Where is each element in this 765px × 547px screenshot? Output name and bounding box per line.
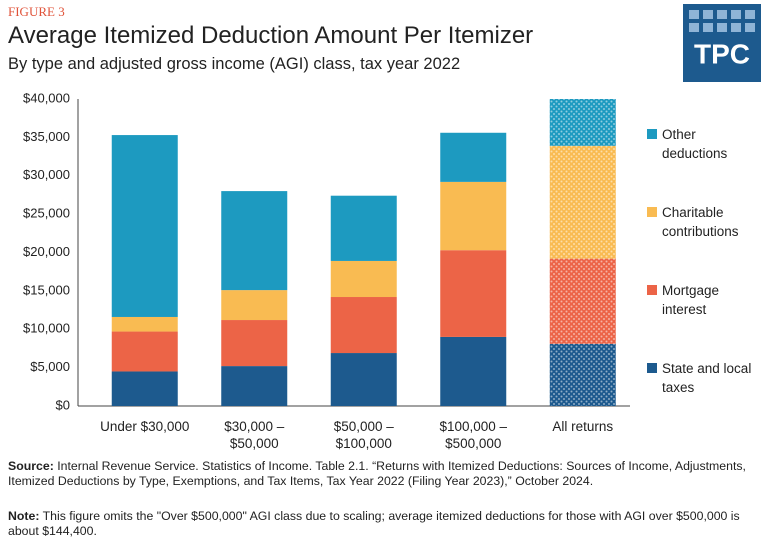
x-tick-label: Under $30,000	[100, 419, 190, 434]
x-tick-label: $100,000 – $500,000	[439, 419, 508, 451]
logo-square	[745, 23, 755, 32]
legend-swatch	[647, 285, 657, 295]
bar-segment	[111, 371, 178, 406]
x-tick-label: $50,000 – $100,000	[333, 419, 394, 451]
logo-square	[731, 10, 741, 19]
logo-square	[703, 23, 713, 32]
bar-segment	[549, 343, 616, 406]
y-tick-label: $5,000	[30, 359, 70, 374]
y-tick-label: $15,000	[23, 282, 70, 297]
bar-segment	[221, 191, 288, 291]
logo-square	[689, 10, 699, 19]
logo-square	[703, 10, 713, 19]
y-tick-label: $30,000	[23, 167, 70, 182]
bar-segment	[221, 366, 288, 406]
bar-segment	[330, 260, 397, 298]
bar-segment	[549, 99, 616, 146]
logo-square	[717, 23, 727, 32]
bar-segment	[111, 331, 178, 372]
logo-square	[731, 23, 741, 32]
bar-segment	[440, 181, 507, 251]
logo-dots	[689, 10, 755, 32]
bar-segment	[440, 336, 507, 406]
source-text: Internal Revenue Service. Statistics of …	[8, 459, 746, 488]
y-tick-label: $25,000	[23, 206, 70, 221]
legend-swatch	[647, 207, 657, 217]
chart-title: Average Itemized Deduction Amount Per It…	[8, 22, 534, 49]
logo-square	[745, 10, 755, 19]
logo-square	[689, 23, 699, 32]
bar-segment	[440, 132, 507, 182]
logo-square	[717, 10, 727, 19]
legend-swatch	[647, 129, 657, 139]
bar-segment	[549, 258, 616, 344]
x-tick-label: All returns	[552, 419, 614, 434]
note-label: Note:	[8, 509, 40, 523]
bar-segment	[330, 353, 397, 406]
legend-swatch	[647, 363, 657, 373]
note-text: This figure omits the "Over $500,000" AG…	[8, 509, 740, 538]
legend-label: Other deductions	[662, 127, 728, 161]
figure-label: FIGURE 3	[8, 4, 65, 19]
source-label: Source:	[8, 459, 54, 473]
chart-subtitle: By type and adjusted gross income (AGI) …	[8, 55, 461, 73]
y-tick-label: $10,000	[23, 321, 70, 336]
bar-segment	[111, 135, 178, 317]
y-tick-label: $0	[56, 397, 70, 412]
note: Note: This figure omits the "Over $500,0…	[8, 509, 758, 539]
bar-segment	[330, 297, 397, 354]
y-tick-label: $20,000	[23, 244, 70, 259]
bar-segment	[221, 320, 288, 367]
logo-text: TPC	[694, 38, 750, 69]
bar-segment	[221, 290, 288, 321]
source: Source: Internal Revenue Service. Statis…	[8, 459, 758, 489]
bar-segment	[549, 145, 616, 259]
x-tick-label: $30,000 – $50,000	[224, 419, 285, 451]
bar-segment	[111, 316, 178, 332]
legend-label: Charitable contributions	[662, 205, 739, 239]
bar-segment	[440, 250, 507, 337]
legend-label: State and local taxes	[662, 361, 752, 395]
y-tick-label: $40,000	[23, 90, 70, 105]
legend-label: Mortgage interest	[662, 283, 720, 317]
y-tick-label: $35,000	[23, 129, 70, 144]
bar-segment	[330, 195, 397, 261]
